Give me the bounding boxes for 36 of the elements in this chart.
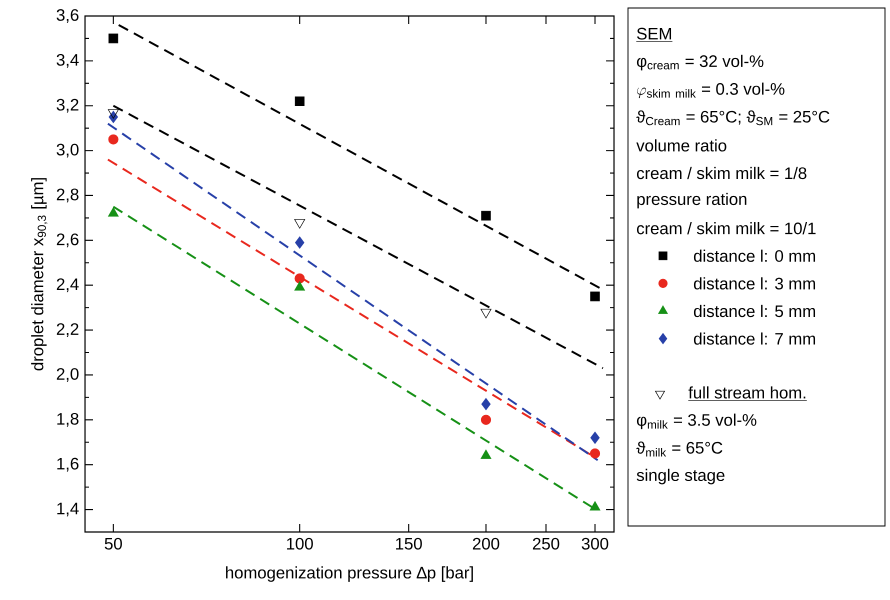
- y-tick-label: 3,6: [56, 9, 78, 23]
- text: SEM: [637, 28, 672, 40]
- text: pressure ration: [637, 192, 746, 208]
- x-tick-label: 50: [104, 538, 122, 550]
- text: ϑ$_{milk}$ = 65°C: [636, 441, 722, 456]
- y-tick-label: 2,4: [56, 278, 79, 292]
- x-tick-label: 150: [396, 538, 422, 550]
- text: cream / skim milk = 10/1: [636, 222, 816, 234]
- legend-label: distance l: 7 mm: [694, 332, 816, 345]
- y-tick-label: 3,2: [56, 98, 78, 113]
- text: φ$_{cream}$ = 32 vol-%: [636, 54, 764, 70]
- x-tick-label: 100: [287, 538, 313, 550]
- y-tick-label: 1,4: [57, 502, 79, 516]
- x-tick-label: 200: [472, 538, 500, 550]
- legend-label: distance l: 3 mm: [694, 277, 816, 290]
- text: φ$_{milk}$ = 3.5 vol-%: [636, 414, 756, 430]
- text: cream / skim milk = 1/8: [636, 166, 806, 180]
- legend-label: distance l: 5 mm: [694, 304, 816, 318]
- text: single stage: [636, 468, 724, 484]
- y-tick-label: 2,0: [56, 368, 79, 382]
- legend-label: distance l: 0 mm: [694, 250, 816, 262]
- x-axis-title: homogenization pressure ∆p [bar]: [226, 566, 473, 582]
- text: $\varphi_{\mathrm{skim\ milk}}\ \hbox{= 0.3 vol-\%}$: [637, 82, 784, 98]
- y-tick-label: 1,6: [57, 458, 78, 472]
- text: volume ratio: [636, 139, 726, 152]
- y-tick-label: 1,8: [57, 412, 78, 427]
- y-axis-title: droplet diameter x$_{90,3}$ [µm]: [31, 178, 48, 370]
- x-tick-label: 250: [532, 538, 560, 550]
- y-tick-label: 3,0: [56, 144, 79, 158]
- y-tick-label: 2,2: [56, 323, 78, 337]
- y-tick-label: 3,4: [56, 54, 79, 68]
- y-tick-label: 2,8: [56, 188, 78, 202]
- text: ϑ$_{Cream}$ = 65°C; ϑ$_{SM}$ = 25°C: [636, 110, 830, 126]
- legend-label: full stream hom.: [688, 386, 806, 399]
- y-tick-label: 2,6: [56, 233, 78, 248]
- x-tick-label: 300: [582, 538, 608, 550]
